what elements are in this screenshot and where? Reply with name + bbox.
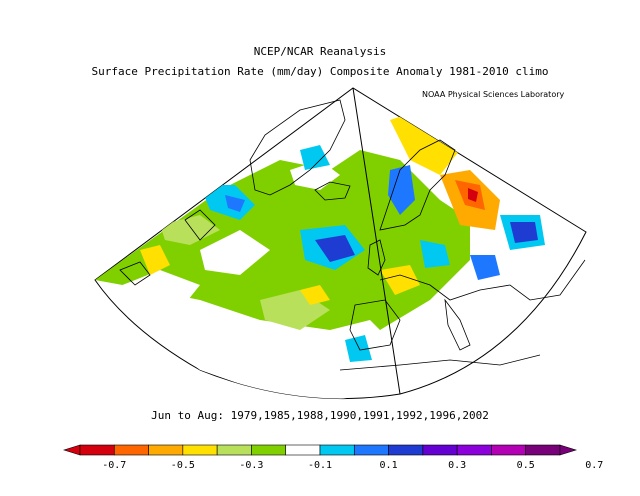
baffin-coast xyxy=(184,209,216,241)
anomaly-neutral-region xyxy=(200,230,270,275)
anomaly-wet-region xyxy=(470,255,500,280)
colorbar-tick-label: -0.1 xyxy=(308,460,332,471)
colorbar-tick-label: -0.5 xyxy=(171,460,195,471)
italy-coast xyxy=(444,298,471,351)
colorbar-swatch xyxy=(148,444,184,456)
figure-subtitle: Surface Precipitation Rate (mm/day) Comp… xyxy=(91,65,549,78)
anomaly-wet-region xyxy=(300,145,330,170)
colorbar: -0.7 -0.5 -0.3 -0.1 0.1 0.3 0.5 0.7 xyxy=(62,444,603,471)
newfoundland-coast xyxy=(119,261,151,286)
central-meridian xyxy=(352,87,401,395)
iberia-coast xyxy=(349,299,401,351)
colorbar-tick-label: 0.7 xyxy=(585,460,603,471)
colorbar-swatch xyxy=(216,444,252,456)
greenland-coast xyxy=(249,99,346,196)
anomaly-neutral-region xyxy=(110,270,200,310)
colorbar-swatch xyxy=(525,444,561,456)
figure-title: NCEP/NCAR Reanalysis xyxy=(253,45,387,58)
anomaly-neutral-region xyxy=(290,160,340,190)
colorbar-swatch xyxy=(388,444,424,456)
anomaly-neutral-region xyxy=(150,330,400,399)
colorbar-tick-label: -0.3 xyxy=(239,460,263,471)
colorbar-max-arrow xyxy=(559,444,578,456)
colorbar-swatch xyxy=(182,444,218,456)
colorbar-swatch xyxy=(285,444,321,456)
anomaly-field xyxy=(95,110,545,399)
europe-coast xyxy=(379,259,586,301)
colorbar-swatch xyxy=(319,444,355,456)
anomaly-wet-region xyxy=(225,195,245,212)
anomaly-negative-region xyxy=(160,215,220,245)
colorbar-tick-label: 0.3 xyxy=(448,460,466,471)
colorbar-swatch xyxy=(491,444,527,456)
colorbar-swatch xyxy=(251,444,287,456)
anomaly-dry-region xyxy=(300,285,330,305)
british-isles-coast xyxy=(367,239,386,276)
colorbar-swatch xyxy=(422,444,458,456)
north-africa-coast xyxy=(339,354,541,371)
colorbar-swatch xyxy=(456,444,492,456)
colorbar-tick-label: -0.7 xyxy=(102,460,126,471)
anomaly-dry-region xyxy=(468,188,478,202)
colorbar-tick-label: 0.1 xyxy=(380,460,398,471)
anomaly-wet-region xyxy=(388,165,415,215)
scandinavia-coast xyxy=(379,139,456,231)
colorbar-min-arrow xyxy=(62,444,81,456)
coastlines xyxy=(119,99,586,371)
anomaly-dry-region xyxy=(390,110,460,175)
credit-label: NOAA Physical Sciences Laboratory xyxy=(422,90,565,99)
anomaly-dry-region xyxy=(380,265,420,295)
period-label: Jun to Aug: 1979,1985,1988,1990,1991,199… xyxy=(151,409,489,422)
anomaly-wet-region xyxy=(420,240,450,268)
iceland-coast xyxy=(314,181,351,201)
colorbar-swatch xyxy=(79,444,115,456)
colorbar-swatch xyxy=(353,444,389,456)
anomaly-dry-region xyxy=(140,245,170,275)
anomaly-wet-region xyxy=(345,335,372,362)
anomaly-wet-region xyxy=(315,235,355,262)
colorbar-swatch xyxy=(113,444,149,456)
colorbar-tick-label: 0.5 xyxy=(517,460,535,471)
anomaly-wet-region xyxy=(510,222,538,243)
